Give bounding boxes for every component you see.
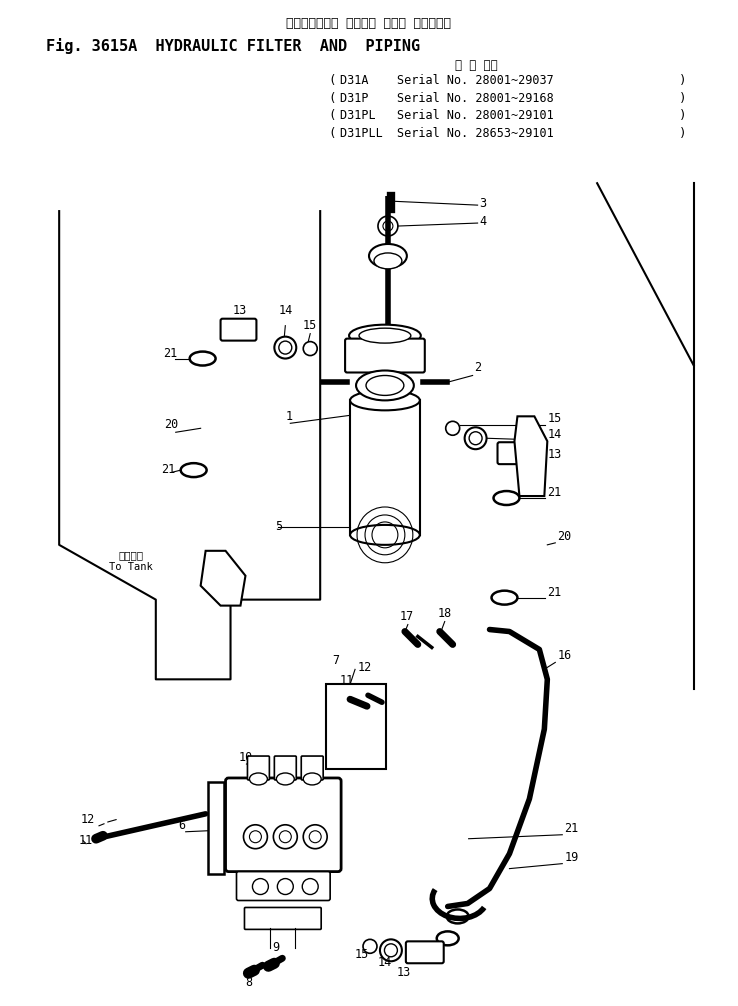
Ellipse shape	[356, 370, 414, 400]
Text: ): )	[679, 92, 687, 105]
Text: ): )	[679, 110, 687, 123]
Ellipse shape	[350, 390, 420, 410]
Text: 9: 9	[272, 942, 280, 955]
Text: 15: 15	[355, 949, 369, 962]
FancyBboxPatch shape	[244, 907, 321, 930]
FancyBboxPatch shape	[275, 757, 296, 780]
Ellipse shape	[275, 337, 296, 358]
Ellipse shape	[369, 244, 407, 268]
Text: 20: 20	[164, 418, 178, 432]
FancyBboxPatch shape	[226, 778, 341, 871]
FancyBboxPatch shape	[247, 757, 269, 780]
Ellipse shape	[303, 773, 321, 785]
Ellipse shape	[366, 375, 404, 395]
Polygon shape	[514, 416, 548, 496]
Ellipse shape	[349, 325, 421, 347]
Text: 10: 10	[238, 751, 252, 764]
Text: 4: 4	[480, 214, 486, 227]
FancyBboxPatch shape	[221, 319, 256, 341]
Ellipse shape	[384, 944, 397, 957]
Text: 14: 14	[378, 957, 392, 969]
Text: 7: 7	[332, 654, 339, 667]
Text: Fig. 3615A  HYDRAULIC FILTER  AND  PIPING: Fig. 3615A HYDRAULIC FILTER AND PIPING	[46, 38, 421, 53]
Text: D31P    Serial No. 28001~29168: D31P Serial No. 28001~29168	[340, 92, 554, 105]
FancyBboxPatch shape	[301, 757, 323, 780]
Text: 18: 18	[438, 607, 452, 620]
Ellipse shape	[465, 428, 486, 450]
Text: 14: 14	[548, 429, 562, 442]
Ellipse shape	[279, 341, 292, 354]
Text: 適 用 号機: 適 用 号機	[455, 58, 497, 71]
Text: 15: 15	[548, 412, 562, 426]
Text: 20: 20	[557, 530, 571, 543]
Text: (: (	[328, 110, 336, 123]
Text: ): )	[679, 128, 687, 141]
Ellipse shape	[446, 422, 460, 436]
Ellipse shape	[350, 525, 420, 545]
Text: 3: 3	[480, 196, 486, 209]
Text: 12: 12	[358, 661, 372, 674]
Text: 13: 13	[397, 966, 411, 979]
Text: D31A    Serial No. 28001~29037: D31A Serial No. 28001~29037	[340, 73, 554, 87]
Text: (: (	[328, 92, 336, 105]
Text: 1: 1	[286, 410, 292, 424]
Text: 13: 13	[548, 448, 562, 461]
Text: 5: 5	[275, 520, 283, 533]
Polygon shape	[201, 551, 246, 606]
Text: 21: 21	[161, 463, 175, 476]
Text: To Tank: To Tank	[109, 561, 153, 571]
Text: 11: 11	[79, 834, 93, 847]
FancyBboxPatch shape	[236, 871, 330, 900]
FancyBboxPatch shape	[345, 339, 425, 372]
FancyBboxPatch shape	[497, 443, 534, 464]
Text: 21: 21	[548, 585, 562, 599]
Text: 6: 6	[179, 819, 186, 832]
Text: 8: 8	[246, 976, 252, 989]
Text: 21: 21	[548, 486, 562, 499]
Text: ): )	[679, 73, 687, 87]
Text: D31PLL  Serial No. 28653~29101: D31PLL Serial No. 28653~29101	[340, 128, 554, 141]
Ellipse shape	[380, 940, 402, 962]
Ellipse shape	[363, 940, 377, 954]
Text: 16: 16	[557, 650, 571, 662]
FancyBboxPatch shape	[207, 782, 224, 873]
Text: 21: 21	[163, 346, 177, 359]
Text: 2: 2	[475, 360, 482, 373]
Ellipse shape	[303, 342, 317, 355]
Text: タンクへ: タンクへ	[118, 550, 143, 559]
Text: 13: 13	[232, 304, 246, 317]
Text: D31PL   Serial No. 28001~29101: D31PL Serial No. 28001~29101	[340, 110, 554, 123]
Text: 11: 11	[340, 674, 354, 687]
Text: 19: 19	[565, 851, 579, 863]
Text: 21: 21	[565, 822, 579, 835]
Text: 14: 14	[278, 304, 292, 317]
Text: ハイドロリック フィルタ および パイピング: ハイドロリック フィルタ および パイピング	[286, 17, 452, 30]
FancyBboxPatch shape	[326, 684, 386, 769]
Text: 17: 17	[400, 610, 414, 623]
Text: 12: 12	[81, 813, 95, 826]
Ellipse shape	[249, 773, 267, 785]
Text: 15: 15	[303, 319, 317, 332]
Text: (: (	[328, 73, 336, 87]
Ellipse shape	[374, 253, 402, 269]
Ellipse shape	[276, 773, 294, 785]
Text: (: (	[328, 128, 336, 141]
Ellipse shape	[359, 328, 411, 343]
FancyBboxPatch shape	[406, 942, 444, 964]
Ellipse shape	[469, 432, 482, 445]
